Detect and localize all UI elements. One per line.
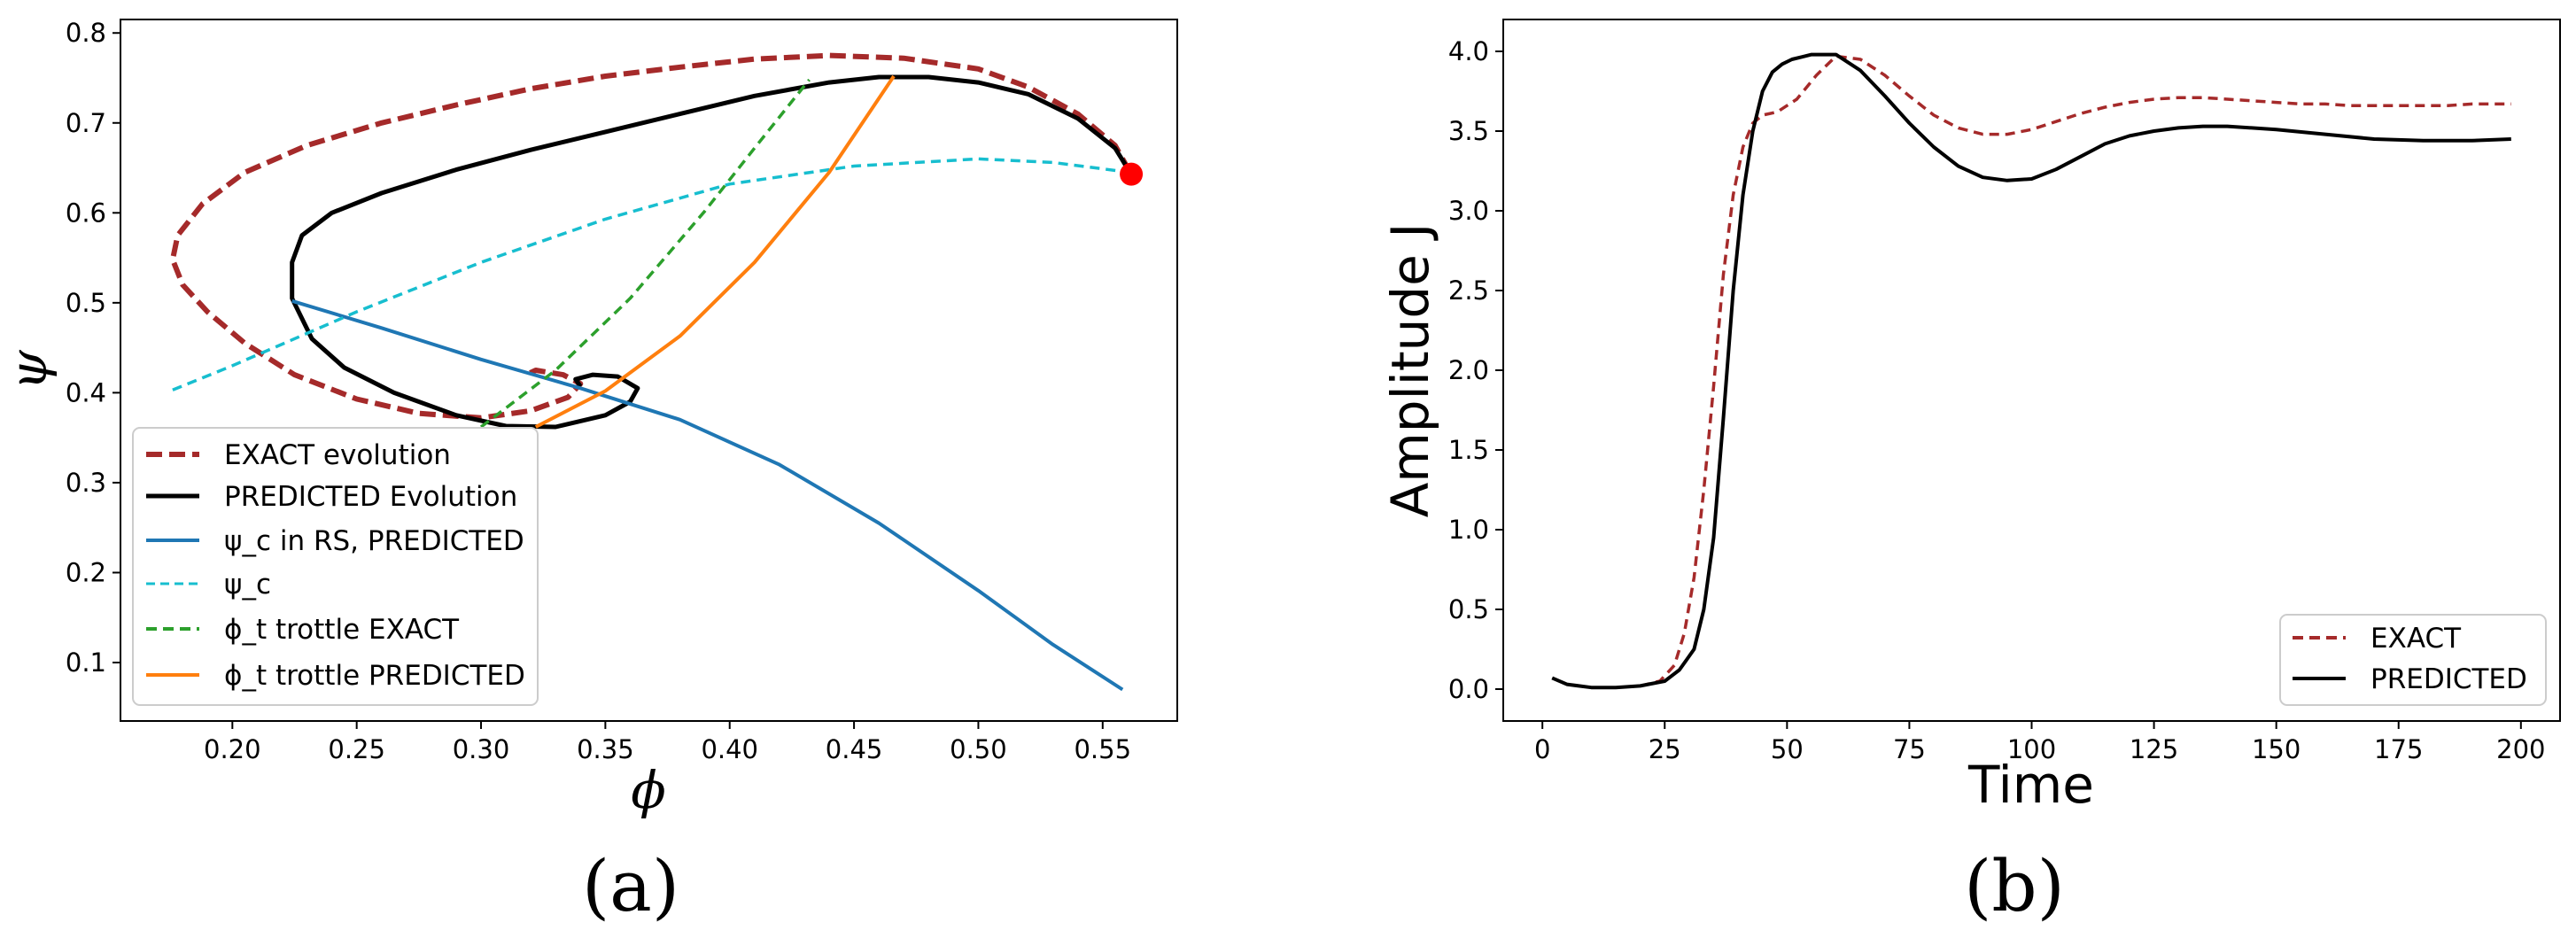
panel-b-legend: EXACT PREDICTED [2279,614,2547,706]
panel-b-xtick-label: 100 [2007,734,2056,764]
panel-a-xtick-label: 0.35 [577,734,634,764]
panel-a-series-trottle-exact [479,78,811,429]
panel-b-xtick-label: 200 [2496,734,2545,764]
panel-a-ytick-label: 0.2 [66,557,106,587]
panel-a-xlabel: ϕ [631,760,666,820]
legend-entry-exact-evolution: EXACT evolution [146,439,451,471]
panel-a-xtick-label: 0.20 [204,734,261,764]
panel-a-series-psi-c [172,157,1130,391]
panel-b-ytick-label: 1.5 [1448,435,1489,465]
panel-b-xtick-label: 175 [2374,734,2423,764]
legend-entry-predicted: PREDICTED [2293,663,2527,695]
panel-a-series-trottle-predicted [534,74,896,429]
panel-a-ylabel: ψ [0,350,58,391]
panel-b-ytick-label: 4.0 [1448,36,1489,66]
panel-b-chart: 0 25 50 75 100 125 150 175 200 0.0 0.5 1.0 1.5 2.0 2.5… [1380,19,2561,927]
panel-b-ytick-label: 2.5 [1448,275,1489,306]
legend-entry-trottle-exact: ϕ_t trottle EXACT [146,614,460,646]
panel-a-xtick-label: 0.40 [701,734,758,764]
panel-b-ytick-label: 0.0 [1448,674,1489,704]
panel-a-xtick-label: 0.45 [826,734,883,764]
panel-b-xtick-label: 25 [1649,734,1681,764]
panel-b-ylabel: Amplitude J [1380,223,1440,518]
legend-entry-predicted-evolution: PREDICTED Evolution [146,481,517,513]
legend-label-exact: EXACT [2370,623,2462,655]
panel-a-ytick-label: 0.4 [66,377,106,407]
panel-b-ytick-label: 2.0 [1448,355,1489,385]
panel-b-frame [1502,19,2561,722]
panel-a-ytick-label: 0.7 [66,108,106,138]
panel-a-chart: 0.20 0.25 0.30 0.35 0.40 0.45 0.50 0.55 0.1 0.2 0.… [0,18,1178,927]
legend-label-exact-evolution: EXACT evolution [224,439,451,471]
panel-a-xtick-label: 0.55 [1074,734,1131,764]
panel-b-xtick-label: 125 [2130,734,2178,764]
panel-b-label: (b) [1964,845,2065,927]
panel-a-ytick-label: 0.6 [66,198,106,228]
panel-b-xtick-label: 50 [1771,734,1804,764]
panel-b-xtick-label: 0 [1534,734,1550,764]
legend-label-psi-c: ψ_c [224,569,271,601]
legend-entry-trottle-predicted: ϕ_t trottle PREDICTED [146,660,525,692]
panel-b-series-predicted-evolution [1551,52,2511,690]
panel-b-ytick-label: 3.5 [1448,116,1489,146]
panel-a-ytick-label: 0.1 [66,647,106,678]
panel-b-xlabel: Time [1967,755,2094,815]
panel-a-end-point-marker [1120,162,1144,186]
panel-b-xtick-label: 75 [1893,734,1926,764]
legend-label-trottle-predicted: ϕ_t trottle PREDICTED [224,660,525,692]
panel-b-series-exact-evolution [1640,54,2511,688]
panel-a-series-predicted-evolution [290,74,1132,430]
legend-entry-psi-c-rs: ψ_c in RS, PREDICTED [146,525,524,557]
legend-label-psi-c-rs: ψ_c in RS, PREDICTED [224,525,524,557]
panel-a-xtick-label: 0.50 [950,734,1007,764]
panel-a-ytick-label: 0.8 [66,18,106,48]
panel-b-ytick-label: 0.5 [1448,594,1489,624]
panel-a-series-exact-evolution [169,52,1133,421]
panel-b-xtick-label: 150 [2252,734,2301,764]
panel-a-legend-box [132,427,539,706]
panel-a-frame [120,19,1178,722]
panel-a-ytick-label: 0.5 [66,288,106,318]
panel-b-ytick-label: 1.0 [1448,515,1489,545]
panel-a-xtick-label: 0.30 [453,734,510,764]
legend-label-predicted-evolution: PREDICTED Evolution [224,481,517,513]
panel-a-xtick-label: 0.25 [328,734,385,764]
legend-label-predicted: PREDICTED [2370,663,2527,695]
panel-a-series-psi-c-rs [291,298,1124,692]
panel-b-ytick-label: 3.0 [1448,196,1489,226]
panel-b-legend-box [2279,614,2547,706]
panel-a-legend: EXACT evolution PREDICTED Evolution ψ_c … [132,427,539,706]
legend-entry-exact: EXACT [2293,623,2462,655]
legend-entry-psi-c: ψ_c [146,569,271,601]
legend-label-trottle-exact: ϕ_t trottle EXACT [224,614,460,646]
panel-a-ytick-label: 0.3 [66,468,106,498]
panel-a-label: (a) [582,845,679,927]
